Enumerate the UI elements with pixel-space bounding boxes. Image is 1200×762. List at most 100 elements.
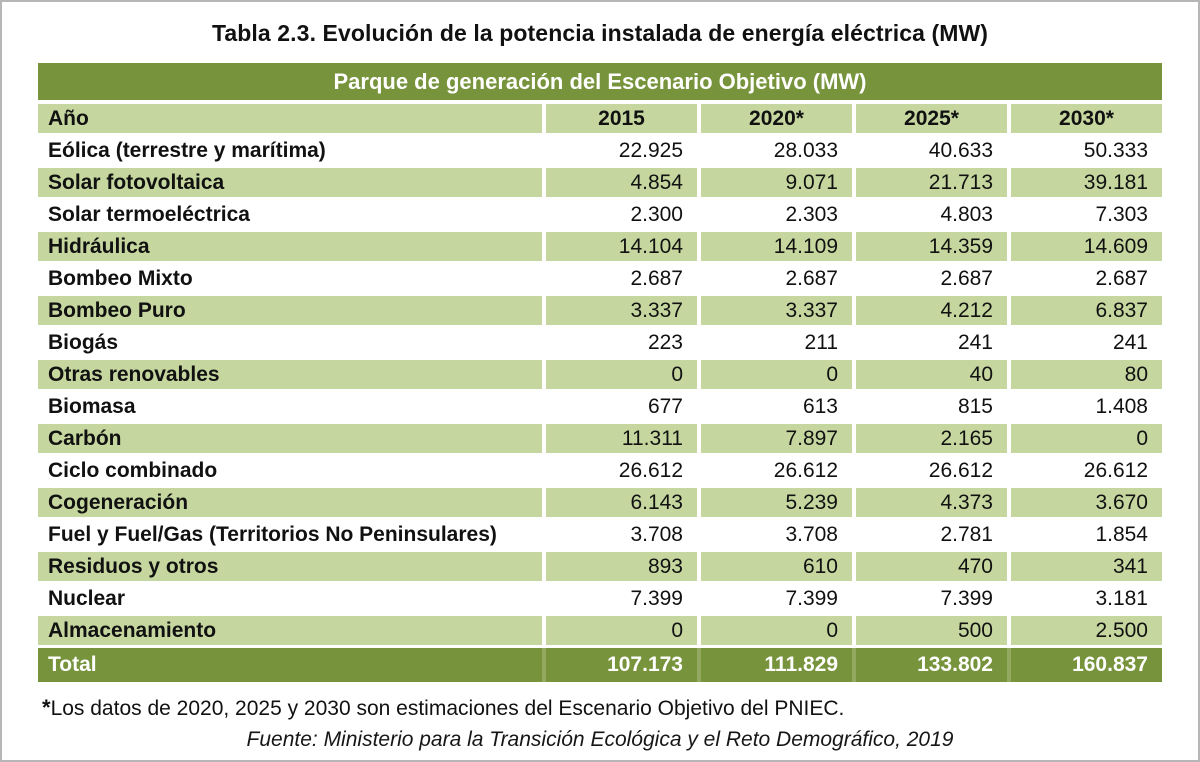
row-value: 211	[697, 328, 852, 357]
table-row: Residuos y otros 893 610 470 341	[38, 552, 1162, 581]
row-label: Bombeo Mixto	[38, 264, 542, 293]
row-label: Almacenamiento	[38, 616, 542, 645]
table-row: Almacenamiento 0 0 500 2.500	[38, 616, 1162, 645]
table-row: Biogás 223 211 241 241	[38, 328, 1162, 357]
total-value: 107.173	[542, 648, 697, 682]
row-value: 3.337	[697, 296, 852, 325]
row-value: 40	[852, 360, 1007, 389]
table-row: Bombeo Puro 3.337 3.337 4.212 6.837	[38, 296, 1162, 325]
footnote: *Los datos de 2020, 2025 y 2030 son esti…	[42, 695, 1198, 721]
table-body: Eólica (terrestre y marítima) 22.925 28.03…	[38, 136, 1162, 645]
row-value: 2.300	[542, 200, 697, 229]
row-value: 9.071	[697, 168, 852, 197]
row-label: Fuel y Fuel/Gas (Territorios No Peninsul…	[38, 520, 542, 549]
row-value: 28.033	[697, 136, 852, 165]
row-value: 2.687	[852, 264, 1007, 293]
row-value: 14.104	[542, 232, 697, 261]
row-label: Bombeo Puro	[38, 296, 542, 325]
row-value: 0	[697, 616, 852, 645]
row-value: 11.311	[542, 424, 697, 453]
table-row: Cogeneración 6.143 5.239 4.373 3.670	[38, 488, 1162, 517]
row-value: 0	[542, 360, 697, 389]
column-header-2030: 2030*	[1007, 104, 1162, 133]
row-label: Biomasa	[38, 392, 542, 421]
row-label: Eólica (terrestre y marítima)	[38, 136, 542, 165]
row-value: 26.612	[1007, 456, 1162, 485]
row-label: Hidráulica	[38, 232, 542, 261]
row-value: 500	[852, 616, 1007, 645]
table-row: Fuel y Fuel/Gas (Territorios No Peninsul…	[38, 520, 1162, 549]
row-label: Cogeneración	[38, 488, 542, 517]
row-value: 613	[697, 392, 852, 421]
column-header-2020: 2020*	[697, 104, 852, 133]
row-label: Solar termoeléctrica	[38, 200, 542, 229]
total-value: 160.837	[1007, 648, 1162, 682]
table-row: Nuclear 7.399 7.399 7.399 3.181	[38, 584, 1162, 613]
table-row: Hidráulica 14.104 14.109 14.359 14.609	[38, 232, 1162, 261]
row-value: 0	[1007, 424, 1162, 453]
row-value: 0	[697, 360, 852, 389]
row-label: Biogás	[38, 328, 542, 357]
year-column-header: Año	[38, 104, 542, 133]
table-row: Ciclo combinado 26.612 26.612 26.612 26.612	[38, 456, 1162, 485]
table-header-row: Año 2015 2020* 2025* 2030*	[38, 104, 1162, 133]
total-value: 133.802	[852, 648, 1007, 682]
row-value: 7.399	[852, 584, 1007, 613]
row-value: 677	[542, 392, 697, 421]
row-value: 893	[542, 552, 697, 581]
footnote-text: Los datos de 2020, 2025 y 2030 son estim…	[50, 697, 845, 720]
row-value: 80	[1007, 360, 1162, 389]
row-value: 223	[542, 328, 697, 357]
row-value: 815	[852, 392, 1007, 421]
row-value: 6.143	[542, 488, 697, 517]
data-table: Parque de generación del Escenario Objet…	[38, 63, 1162, 682]
row-value: 50.333	[1007, 136, 1162, 165]
row-value: 2.303	[697, 200, 852, 229]
row-value: 4.854	[542, 168, 697, 197]
row-value: 7.897	[697, 424, 852, 453]
row-value: 7.399	[697, 584, 852, 613]
page-title: Tabla 2.3. Evolución de la potencia inst…	[211, 20, 989, 46]
row-label: Otras renovables	[38, 360, 542, 389]
row-value: 3.670	[1007, 488, 1162, 517]
row-value: 3.708	[697, 520, 852, 549]
total-row: Total 107.173 111.829 133.802 160.837	[38, 648, 1162, 682]
row-value: 4.803	[852, 200, 1007, 229]
row-value: 26.612	[542, 456, 697, 485]
row-value: 22.925	[542, 136, 697, 165]
row-value: 7.303	[1007, 200, 1162, 229]
total-label: Total	[38, 648, 542, 682]
row-value: 2.687	[542, 264, 697, 293]
row-value: 39.181	[1007, 168, 1162, 197]
row-value: 4.373	[852, 488, 1007, 517]
row-value: 26.612	[697, 456, 852, 485]
row-value: 3.181	[1007, 584, 1162, 613]
row-value: 470	[852, 552, 1007, 581]
row-value: 40.633	[852, 136, 1007, 165]
column-header-2015: 2015	[542, 104, 697, 133]
row-value: 241	[1007, 328, 1162, 357]
row-value: 610	[697, 552, 852, 581]
row-value: 6.837	[1007, 296, 1162, 325]
column-header-2025: 2025*	[852, 104, 1007, 133]
row-value: 241	[852, 328, 1007, 357]
row-value: 3.337	[542, 296, 697, 325]
row-label: Nuclear	[38, 584, 542, 613]
total-value: 111.829	[697, 648, 852, 682]
row-value: 7.399	[542, 584, 697, 613]
row-value: 2.500	[1007, 616, 1162, 645]
table-row: Otras renovables 0 0 40 80	[38, 360, 1162, 389]
row-value: 21.713	[852, 168, 1007, 197]
row-label: Ciclo combinado	[38, 456, 542, 485]
table-row: Solar fotovoltaica 4.854 9.071 21.713 39.181	[38, 168, 1162, 197]
table-row: Solar termoeléctrica 2.300 2.303 4.803 7.303	[38, 200, 1162, 229]
row-value: 0	[542, 616, 697, 645]
row-value: 2.687	[697, 264, 852, 293]
row-value: 14.359	[852, 232, 1007, 261]
row-value: 14.109	[697, 232, 852, 261]
row-label: Solar fotovoltaica	[38, 168, 542, 197]
table-row: Eólica (terrestre y marítima) 22.925 28.03…	[38, 136, 1162, 165]
table-row: Biomasa 677 613 815 1.408	[38, 392, 1162, 421]
row-value: 1.408	[1007, 392, 1162, 421]
row-value: 2.687	[1007, 264, 1162, 293]
